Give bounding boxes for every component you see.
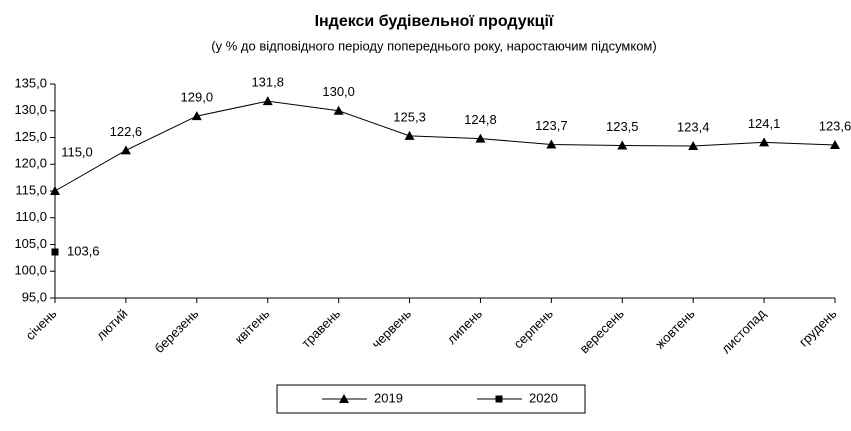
- x-tick-label: січень: [23, 306, 60, 343]
- data-point: [333, 105, 344, 115]
- y-tick-label: 125,0: [14, 129, 47, 144]
- y-tick-label: 100,0: [14, 263, 47, 278]
- data-point: [404, 130, 415, 140]
- x-tick-label: грудень: [796, 306, 840, 350]
- data-label: 130,0: [322, 84, 355, 99]
- x-tick-label: березень: [151, 306, 201, 356]
- x-tick-label: квітень: [232, 306, 273, 347]
- legend-marker: [495, 395, 503, 403]
- data-label: 131,8: [251, 75, 284, 90]
- data-label: 103,6: [67, 243, 100, 258]
- data-label: 123,7: [535, 118, 568, 133]
- x-tick-label: серпень: [511, 306, 557, 352]
- legend-label: 2020: [529, 390, 558, 405]
- chart-title: Індекси будівельної продукції: [315, 13, 554, 30]
- data-point: [50, 186, 60, 195]
- x-tick-label: лютий: [93, 306, 130, 343]
- legend-label: 2019: [374, 390, 403, 405]
- legend-box: [276, 384, 586, 414]
- data-label: 124,8: [464, 112, 497, 127]
- data-label: 122,6: [110, 124, 143, 139]
- y-tick-label: 95,0: [22, 289, 47, 304]
- x-tick-label: травень: [298, 306, 343, 351]
- x-tick-label: червень: [369, 306, 415, 352]
- data-point: [262, 96, 273, 106]
- data-point: [191, 111, 202, 121]
- data-label: 124,1: [748, 116, 781, 131]
- data-label: 123,6: [819, 118, 851, 133]
- data-point: [759, 137, 770, 147]
- legend-marker: [339, 394, 349, 403]
- data-label: 123,4: [677, 119, 710, 134]
- x-tick-label: вересень: [577, 306, 627, 356]
- x-tick-label: липень: [444, 306, 485, 347]
- data-label: 125,3: [393, 109, 426, 124]
- y-tick-label: 135,0: [14, 75, 47, 90]
- data-point: [617, 140, 628, 150]
- data-point: [688, 141, 699, 151]
- y-tick-label: 110,0: [15, 209, 47, 224]
- y-tick-label: 115,0: [15, 182, 47, 197]
- data-point: [51, 248, 59, 256]
- y-tick-label: 105,0: [14, 236, 47, 251]
- y-tick-label: 120,0: [14, 156, 47, 171]
- data-label: 129,0: [181, 90, 214, 105]
- y-tick-label: 130,0: [14, 102, 47, 117]
- chart-subtitle: (у % до відповідного періоду попередньог…: [211, 38, 656, 53]
- series-line: [54, 100, 836, 192]
- data-label: 115,0: [61, 144, 93, 159]
- data-label: 123,5: [606, 119, 639, 134]
- data-point: [830, 139, 840, 149]
- data-point: [546, 139, 557, 149]
- data-point: [475, 133, 486, 143]
- data-point: [120, 145, 131, 155]
- x-tick-label: листопад: [718, 306, 769, 357]
- x-tick-label: жовтень: [652, 306, 698, 352]
